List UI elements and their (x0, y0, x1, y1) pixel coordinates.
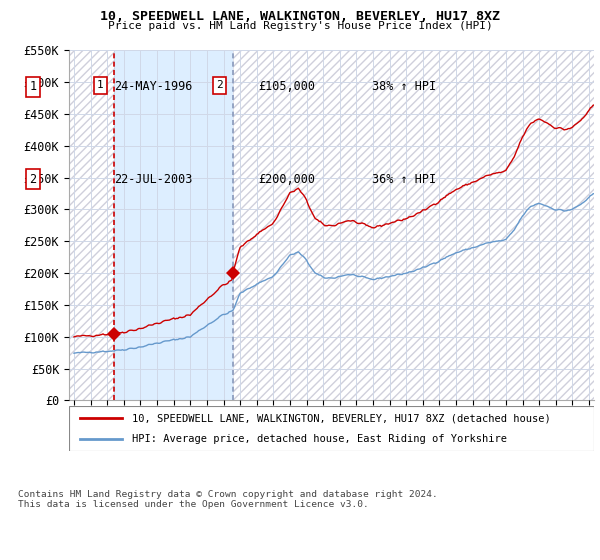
Text: 1: 1 (97, 81, 104, 90)
Text: 2: 2 (29, 172, 37, 186)
Text: £200,000: £200,000 (258, 172, 315, 186)
Text: 10, SPEEDWELL LANE, WALKINGTON, BEVERLEY, HU17 8XZ: 10, SPEEDWELL LANE, WALKINGTON, BEVERLEY… (100, 10, 500, 22)
Text: 24-MAY-1996: 24-MAY-1996 (114, 80, 193, 94)
Text: 38% ↑ HPI: 38% ↑ HPI (372, 80, 436, 94)
Text: 36% ↑ HPI: 36% ↑ HPI (372, 172, 436, 186)
Bar (113, 50, 233, 400)
Text: HPI: Average price, detached house, East Riding of Yorkshire: HPI: Average price, detached house, East… (132, 433, 507, 444)
Text: 2: 2 (216, 81, 223, 90)
Text: Price paid vs. HM Land Registry's House Price Index (HPI): Price paid vs. HM Land Registry's House … (107, 21, 493, 31)
Text: 22-JUL-2003: 22-JUL-2003 (114, 172, 193, 186)
FancyBboxPatch shape (69, 406, 594, 451)
Text: £105,000: £105,000 (258, 80, 315, 94)
Text: 1: 1 (29, 80, 37, 94)
Text: Contains HM Land Registry data © Crown copyright and database right 2024.
This d: Contains HM Land Registry data © Crown c… (18, 490, 438, 510)
Text: 10, SPEEDWELL LANE, WALKINGTON, BEVERLEY, HU17 8XZ (detached house): 10, SPEEDWELL LANE, WALKINGTON, BEVERLEY… (132, 413, 551, 423)
